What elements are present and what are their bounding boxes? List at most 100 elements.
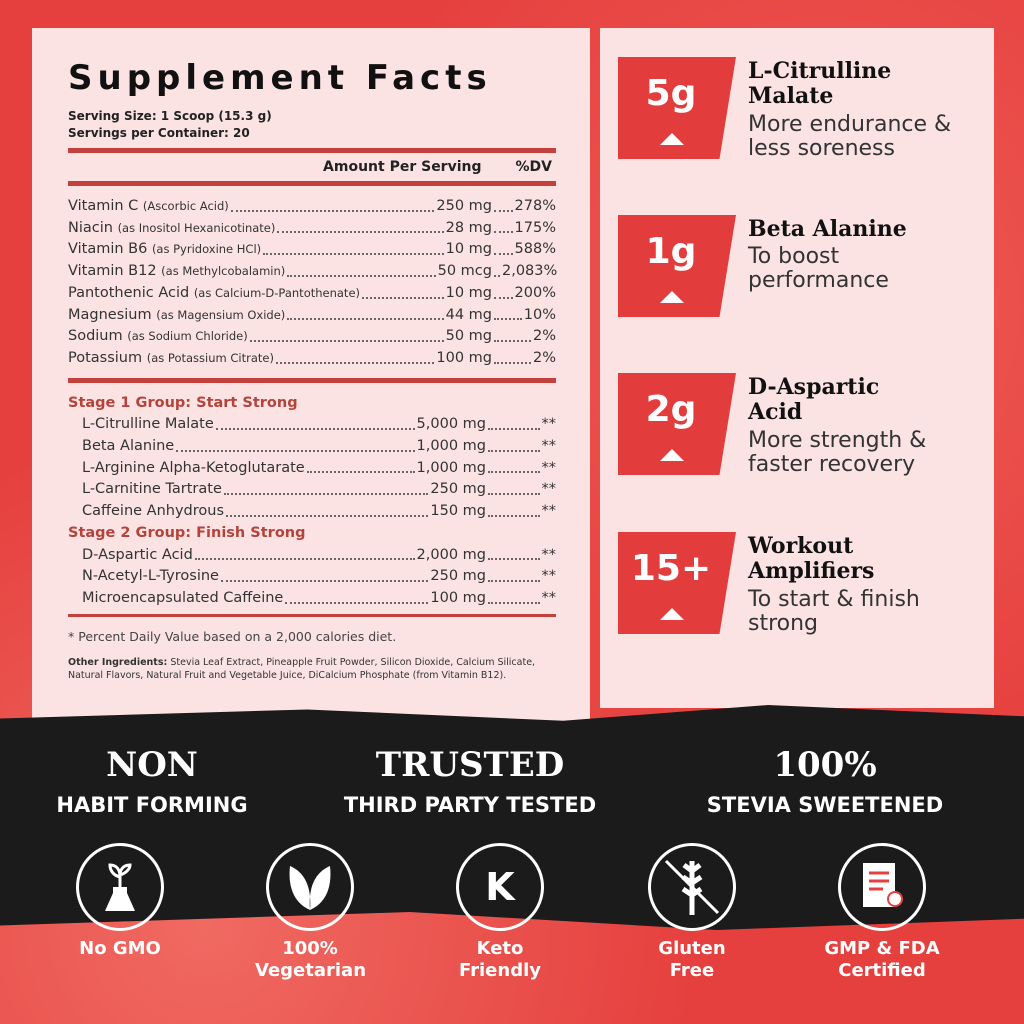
claim-1: TRUSTED THIRD PARTY TESTED [320, 745, 620, 817]
nutrient-name-text: Vitamin B6 [68, 241, 148, 258]
dot-leader [494, 283, 513, 299]
nutrient-amount: 10 mg [445, 241, 492, 258]
ingredient-name: D-Aspartic Acid [82, 546, 193, 563]
nutrient-source: (as Calcium-D-Pantothenate) [193, 285, 361, 300]
feature-badge: 1g [618, 215, 736, 317]
other-ingredients-text: Stevia Leaf Extract, Pineapple Fruit Pow… [68, 656, 536, 681]
badge-label: 100% Vegetarian [255, 938, 367, 981]
dot-leader [223, 479, 429, 496]
dot-leader [494, 218, 513, 234]
nutrient-name: Pantothenic Acid (as Calcium-D-Pantothen… [68, 283, 360, 305]
feature-value: 1g [645, 231, 697, 272]
nutrient-amount: 28 mg [445, 219, 492, 236]
nutrient-row: Magnesium (as Magensium Oxide) 44 mg 10% [68, 305, 556, 327]
nutrient-source: (Ascorbic Acid) [142, 199, 229, 213]
ingredient-amount: 250 mg [430, 481, 486, 498]
nutrient-source: (as Potassium Citrate) [146, 350, 274, 365]
ingredient-name: Beta Alanine [82, 438, 175, 455]
ingredient-dv-cell: ** [486, 566, 556, 588]
nutrient-amount: 50 mcg [437, 263, 492, 280]
other-ingredients-label: Other Ingredients: [68, 656, 168, 668]
nutrient-source: (as Inositol Hexanicotinate) [117, 220, 276, 235]
nutrient-dv: 2% [532, 328, 556, 345]
dot-leader [285, 588, 429, 604]
ingredient-dv-cell: ** [486, 436, 556, 458]
ingredient-dv: ** [541, 568, 557, 585]
dot-leader [488, 479, 540, 496]
claim-small: STEVIA SWEETENED [706, 793, 944, 817]
dot-leader [494, 196, 513, 212]
nutrient-amount: 50 mg [445, 328, 492, 345]
column-header: Amount Per Serving %DV [68, 159, 556, 175]
badge-label: Keto Friendly [458, 938, 541, 981]
dot-leader [249, 326, 444, 342]
dot-leader [226, 501, 429, 517]
nutrient-dv-cell: 2% [492, 348, 556, 370]
divider [68, 148, 556, 153]
dot-leader [488, 588, 540, 604]
ingredient-dv-cell: ** [486, 458, 556, 480]
ingredient-name: L-Arginine Alpha-Ketoglutarate [82, 459, 305, 476]
no-wheat-icon [648, 843, 736, 931]
claim-small: THIRD PARTY TESTED [343, 793, 597, 817]
claim-2: 100% STEVIA SWEETENED [675, 745, 975, 817]
nutrient-name: Niacin (as Inositol Hexanicotinate) [68, 218, 275, 240]
nutrient-name: Vitamin C (Ascorbic Acid) [68, 196, 229, 218]
divider [68, 377, 556, 383]
dot-leader [362, 283, 444, 299]
ingredient-name: Microencapsulated Caffeine [82, 589, 284, 606]
serving-size: Serving Size: 1 Scoop (15.3 g) [68, 109, 272, 123]
nutrient-amount: 250 mg [436, 198, 492, 214]
ingredient-name: N-Acetyl-L-Tyrosine [82, 568, 219, 585]
nutrient-name: Magnesium (as Magensium Oxide) [68, 305, 285, 327]
dot-leader [230, 196, 435, 212]
claim-big: NON [106, 745, 198, 785]
dot-leader [275, 348, 435, 364]
divider [68, 613, 556, 617]
ingredient-amount: 150 mg [430, 503, 486, 520]
nutrient-dv: 175% [514, 219, 556, 236]
badge-label: Gluten Free [658, 938, 726, 981]
dot-leader [488, 414, 540, 431]
nutrient-dv-cell: 278% [492, 196, 556, 218]
dot-leader [488, 545, 540, 561]
ingredient-dv: ** [541, 503, 557, 520]
feature-value: 15+ [630, 548, 712, 589]
nutrient-row: Vitamin C (Ascorbic Acid) 250 mg 278% [68, 196, 556, 218]
servings-per-container: Servings per Container: 20 [68, 126, 250, 140]
nutrient-source: (as Methylcobalamin) [161, 264, 286, 279]
nutrient-dv-cell: 10% [492, 305, 556, 327]
ingredient-dv-cell: ** [486, 545, 556, 567]
nutrient-name: Sodium (as Sodium Chloride) [68, 326, 248, 348]
nutrient-row: Vitamin B6 (as Pyridoxine HCl) 10 mg 588% [68, 239, 556, 261]
dot-leader [494, 261, 500, 277]
feature-title: D-Aspartic Acid [748, 374, 880, 425]
dot-leader [488, 458, 540, 474]
feature-title: L-Citrulline Malate [748, 58, 892, 109]
stage2-title: Stage 2 Group: Finish Strong [68, 524, 306, 541]
dv-note: * Percent Daily Value based on a 2,000 c… [68, 628, 397, 644]
amount-header: Amount Per Serving [323, 159, 482, 175]
nutrient-name-text: Pantothenic Acid [68, 284, 190, 301]
feature-2: 2g D-Aspartic Acid More strength & faster … [618, 373, 988, 477]
nutrient-source: (as Sodium Chloride) [127, 329, 248, 344]
feature-desc: To start & finish strong [748, 587, 920, 636]
feature-badge: 15+ [618, 532, 736, 634]
feature-title: Workout Amplifiers [748, 533, 875, 584]
dot-leader [488, 566, 540, 582]
ingredient-dv: ** [541, 546, 557, 563]
claim-big: TRUSTED [375, 745, 565, 785]
triangle-up-icon [660, 291, 684, 303]
nutrient-name: Vitamin B6 (as Pyridoxine HCl) [68, 239, 261, 261]
dv-header: %DV [515, 159, 552, 175]
keto-letter: K [485, 865, 515, 909]
certificate-icon [838, 843, 926, 931]
nutrient-amount: 100 mg [436, 349, 492, 366]
nutrient-name-text: Potassium [68, 349, 143, 366]
claim-0: NON HABIT FORMING [2, 745, 302, 817]
ingredient-row: L-Citrulline Malate 5,000 mg ** [68, 414, 556, 436]
feature-badge: 2g [618, 373, 736, 475]
feature-value: 2g [645, 389, 697, 430]
facts-title: Supplement Facts [68, 58, 492, 98]
feature-desc: More strength & faster recovery [748, 428, 927, 477]
